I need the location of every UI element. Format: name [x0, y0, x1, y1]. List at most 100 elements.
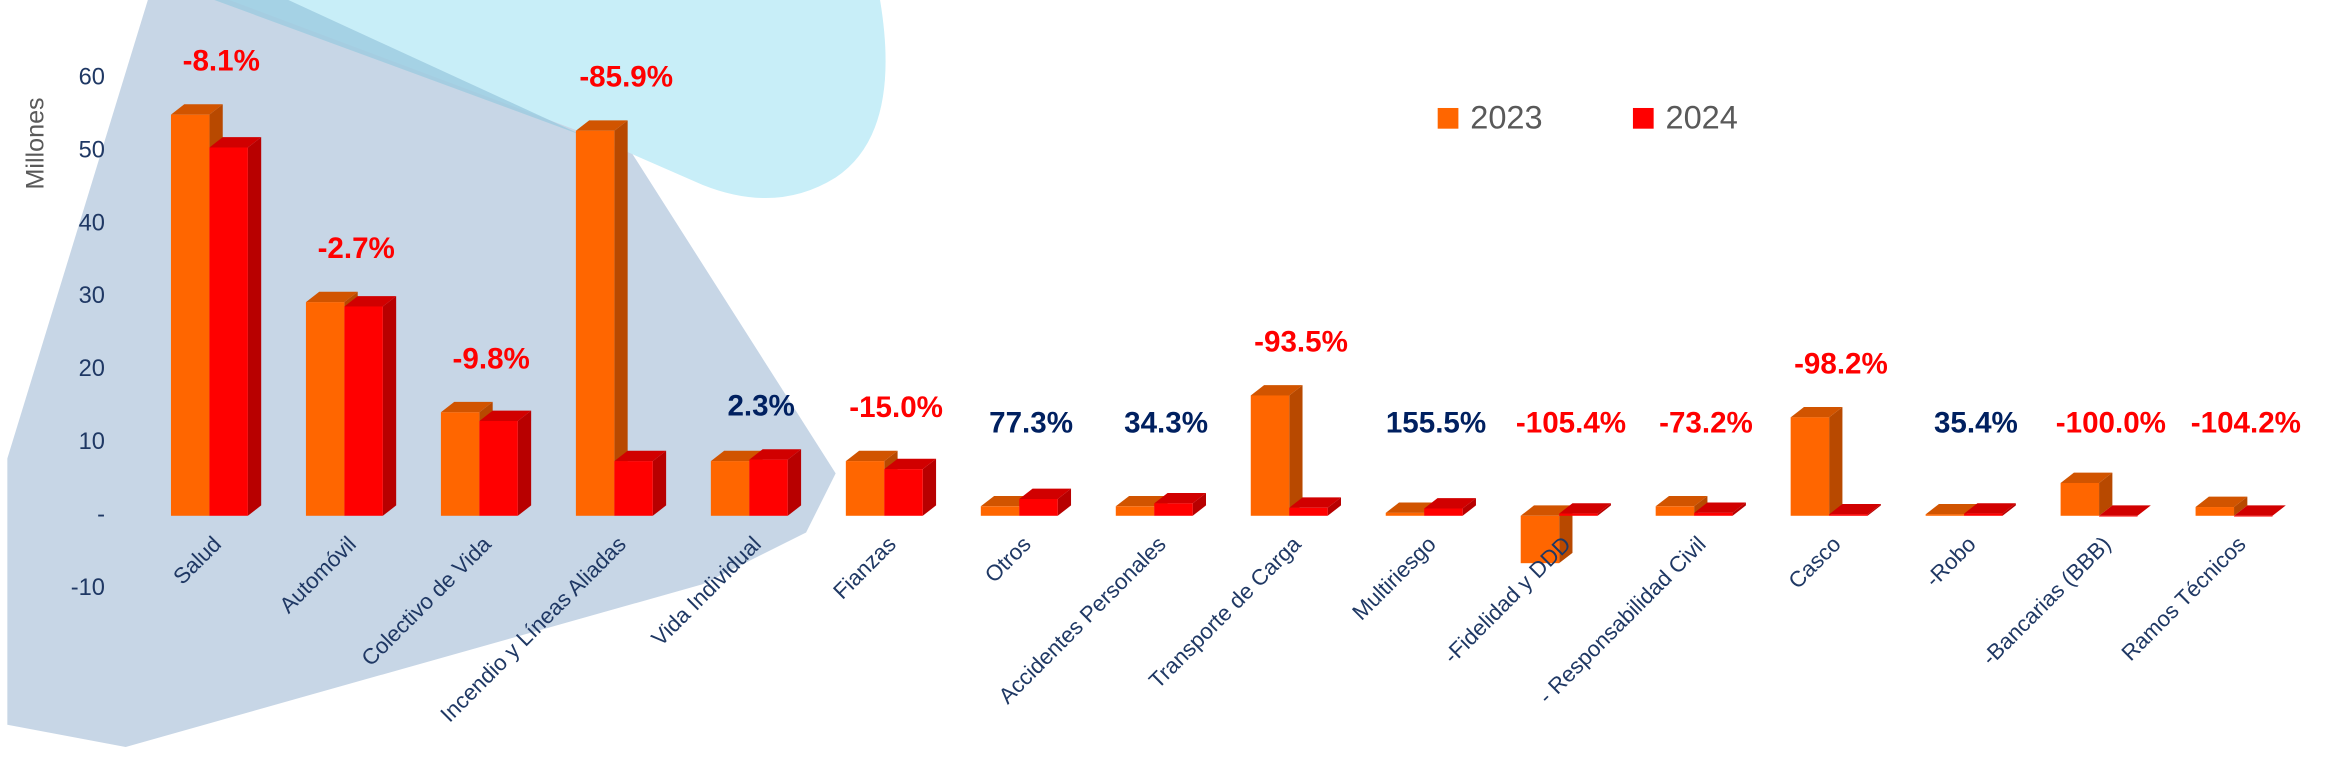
bar-top	[1424, 498, 1476, 509]
bar-side	[2002, 503, 2016, 516]
bar-front	[1385, 512, 1425, 516]
data-annotation: 2.3%	[727, 390, 794, 423]
bar-top	[1559, 503, 1611, 514]
bar-top	[614, 450, 667, 462]
bar	[1019, 488, 1072, 516]
bar-front	[614, 461, 653, 516]
y-tick-label: 30	[79, 283, 105, 309]
x-tick-label: -Robo	[1920, 531, 1980, 591]
bar-front	[479, 420, 518, 516]
data-annotation: 155.5%	[1386, 406, 1486, 439]
bar	[1424, 498, 1476, 516]
bar	[1154, 493, 1207, 516]
bar-front	[1115, 506, 1155, 516]
bar-side	[1289, 385, 1303, 516]
bar-front	[440, 412, 480, 516]
bar-front	[344, 306, 383, 516]
bar-side	[2099, 472, 2113, 516]
data-annotation: -100.0%	[2056, 406, 2166, 439]
bar	[575, 120, 628, 516]
bar-top	[845, 450, 898, 462]
y-tick-label: -10	[71, 575, 105, 601]
legend-swatch	[1632, 107, 1654, 129]
data-annotation: -9.8%	[453, 342, 530, 375]
bar	[1559, 503, 1611, 516]
x-tick-label: Transporte de Carga	[1144, 531, 1306, 693]
bar-top	[479, 410, 532, 421]
y-tick-label: 20	[79, 356, 105, 382]
bar	[1964, 503, 2016, 516]
bar-top	[575, 120, 628, 131]
bar-side	[382, 296, 397, 516]
bar	[749, 449, 802, 516]
x-tick-label: Ramos Técnicos	[2116, 531, 2250, 665]
bar	[1289, 497, 1341, 516]
data-annotation: -8.1%	[183, 45, 260, 78]
legend-label: 2024	[1665, 99, 1737, 135]
bar	[1790, 406, 1843, 516]
data-annotation: -85.9%	[579, 61, 673, 94]
y-axis-title: Millones	[22, 97, 50, 189]
data-annotation: -73.2%	[1659, 406, 1753, 439]
bar-front	[1250, 395, 1290, 516]
x-tick-label: Multiriesgo	[1347, 531, 1440, 624]
bar-top	[440, 401, 493, 413]
bar-front	[1424, 508, 1463, 516]
bar-top	[710, 450, 763, 462]
legend-label: 2023	[1470, 99, 1542, 135]
bar-side	[1559, 505, 1573, 564]
bar	[614, 450, 667, 516]
bar-side	[1057, 488, 1072, 516]
bar-top	[1289, 497, 1341, 508]
data-annotation: -104.2%	[2191, 406, 2301, 439]
bar-front	[170, 114, 210, 516]
x-tick-label: -Bancarias (BBB)	[1977, 531, 2116, 670]
bar-side	[1867, 503, 1881, 516]
data-annotation: -93.5%	[1254, 325, 1348, 358]
bar-side	[787, 449, 802, 516]
data-annotation: -98.2%	[1794, 347, 1888, 380]
bar-front	[1019, 499, 1058, 516]
bar-top	[305, 291, 358, 303]
bar-side	[1829, 406, 1843, 516]
bar-front	[845, 461, 885, 516]
y-tick-label: 50	[79, 137, 105, 163]
bar-top	[1925, 503, 1978, 515]
bar-front	[1829, 514, 1868, 516]
y-tick-label: -	[97, 502, 105, 528]
bar-front	[710, 461, 750, 516]
bar-side	[1327, 497, 1341, 516]
bar-front	[1655, 506, 1695, 516]
bar-front	[1559, 513, 1598, 516]
data-annotation: -2.7%	[318, 232, 395, 265]
bar	[1829, 503, 1881, 516]
bar-front	[209, 147, 248, 516]
bar-top	[1829, 503, 1881, 515]
bar-front	[1154, 503, 1193, 516]
bar-front	[1289, 507, 1328, 516]
bar-front	[2195, 507, 2235, 516]
bar-top	[749, 449, 802, 460]
y-tick-label: 10	[79, 429, 105, 455]
bar-front	[1694, 512, 1733, 516]
bar	[1250, 385, 1303, 516]
bar-front	[2099, 515, 2138, 517]
data-annotation: 35.4%	[1934, 406, 2018, 439]
data-annotation: -15.0%	[849, 391, 943, 424]
bar-top	[1520, 505, 1573, 516]
x-tick-label: Otros	[980, 531, 1036, 587]
bar-side	[1192, 493, 1207, 516]
x-tick-label: Fianzas	[828, 531, 901, 604]
bar-front	[575, 130, 615, 516]
data-annotation: -105.4%	[1516, 406, 1626, 439]
bar-top	[1154, 493, 1207, 504]
bar-front	[980, 506, 1020, 516]
bar	[1694, 502, 1746, 516]
bar-top	[344, 296, 397, 307]
bar-top	[2060, 472, 2113, 483]
bar	[884, 458, 937, 516]
bar-front	[2234, 515, 2273, 517]
bar-top	[2234, 505, 2286, 516]
bar-top	[1655, 495, 1708, 507]
